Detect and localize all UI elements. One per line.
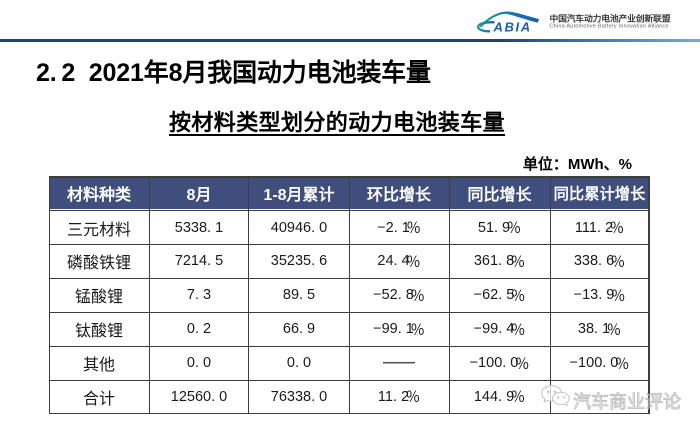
svg-text:中国汽车动力电池产业创新联盟: 中国汽车动力电池产业创新联盟 <box>550 12 671 23</box>
svg-text:China Automotive Battery Innov: China Automotive Battery Innovation Alli… <box>550 23 669 29</box>
svg-text:ABIA: ABIA <box>493 19 532 34</box>
